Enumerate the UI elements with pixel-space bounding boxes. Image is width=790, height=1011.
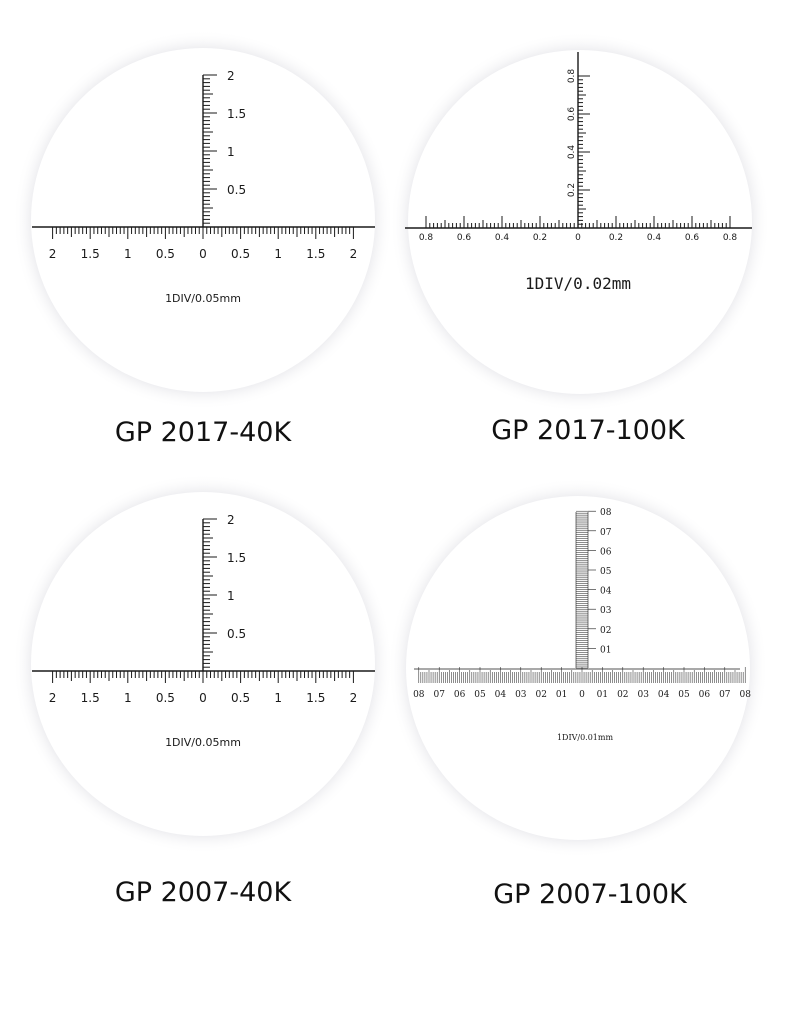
v-tick-label: 1.5 [227, 551, 246, 565]
h-tick-label: 02 [617, 690, 628, 700]
v-tick-label: 05 [600, 567, 612, 577]
h-tick-label: 07 [433, 690, 445, 700]
h-tick-label: 0.4 [647, 233, 662, 243]
h-tick-label: 01 [597, 690, 608, 700]
lens-circle [408, 50, 752, 394]
h-tick-label: 1 [124, 247, 132, 261]
v-tick-label: 07 [600, 528, 612, 538]
model-title-gp2017-40k: GP 2017-40K [114, 417, 292, 448]
v-tick-label: 02 [600, 626, 611, 636]
h-tick-label: 0.6 [685, 233, 700, 243]
h-tick-label: 02 [535, 690, 546, 700]
h-tick-label: 2 [49, 691, 57, 705]
h-tick-label: 0 [575, 233, 581, 243]
h-tick-label: 0 [199, 691, 207, 705]
model-title-gp2007-100k: GP 2007-100K [493, 879, 687, 910]
h-tick-label: 08 [413, 690, 425, 700]
h-tick-label: 07 [719, 690, 731, 700]
v-tick-label: 0.8 [567, 69, 577, 84]
h-tick-label: 2 [350, 247, 358, 261]
reticle-1: 0.8 0.6 0.4 0.2 0 0.2 0.4 0.6 0.8 0.2 0.4 0.6 0.8 1DI… [405, 52, 752, 293]
h-tick-label: 2 [49, 247, 57, 261]
scale-caption: 1DIV/0.05mm [165, 292, 241, 305]
model-title-gp2017-100k: GP 2017-100K [491, 415, 685, 446]
v-tick-label: 2 [227, 513, 235, 527]
h-tick-label: 0.2 [609, 233, 623, 243]
h-tick-label: 1.5 [81, 247, 100, 261]
v-tick-label: 0.5 [227, 183, 246, 197]
h-tick-label: 0.8 [723, 233, 738, 243]
h-tick-label: 04 [495, 690, 507, 700]
h-tick-label: 1.5 [81, 691, 100, 705]
h-tick-label: 0.5 [231, 691, 250, 705]
h-tick-label: 0.6 [457, 233, 472, 243]
h-tick-label: 1 [274, 247, 282, 261]
h-tick-label: 03 [637, 690, 649, 700]
v-tick-label: 0.2 [567, 183, 577, 197]
v-tick-label: 04 [600, 587, 612, 597]
h-tick-label: 06 [454, 690, 466, 700]
h-tick-label: 0.5 [156, 247, 175, 261]
v-tick-label: 0.5 [227, 627, 246, 641]
v-tick-label: 03 [600, 606, 612, 616]
h-tick-label: 03 [515, 690, 527, 700]
reticle-3: 08 07 06 05 04 03 02 01 0 01 02 03 04 05 06 07 08 01 02 03 0… [413, 508, 751, 742]
model-title-gp2007-40k: GP 2007-40K [114, 877, 292, 908]
scale-caption: 1DIV/0.05mm [165, 736, 241, 749]
v-tick-label: 0.6 [567, 107, 577, 122]
scale-caption: 1DIV/0.01mm [557, 733, 614, 742]
h-tick-label: 0.2 [533, 233, 547, 243]
h-tick-label: 04 [658, 690, 670, 700]
h-tick-label: 0.5 [156, 691, 175, 705]
h-tick-label: 0 [199, 247, 207, 261]
h-tick-label: 05 [474, 690, 486, 700]
h-tick-label: 0 [579, 690, 585, 700]
reticle-0: 2 1.5 1 0.5 0 0.5 1 1.5 2 0.5 1 1.5 2 1DIV/0.05mm [32, 69, 375, 305]
h-tick-label: 1.5 [306, 691, 325, 705]
v-tick-label: 0.4 [567, 145, 577, 160]
h-tick-label: 1 [124, 691, 132, 705]
scale-caption: 1DIV/0.02mm [525, 274, 631, 293]
v-tick-label: 1.5 [227, 107, 246, 121]
v-tick-label: 1 [227, 145, 235, 159]
h-tick-label: 0.4 [495, 233, 510, 243]
h-tick-label: 2 [350, 691, 358, 705]
h-tick-label: 1.5 [306, 247, 325, 261]
v-tick-label: 08 [600, 508, 612, 518]
h-tick-label: 0.8 [419, 233, 434, 243]
h-tick-label: 06 [699, 690, 711, 700]
h-tick-label: 01 [556, 690, 567, 700]
h-tick-label: 0.5 [231, 247, 250, 261]
h-tick-label: 08 [739, 690, 751, 700]
v-tick-label: 01 [600, 645, 611, 655]
reticle-2: 2 1.5 1 0.5 0 0.5 1 1.5 2 0.5 1 1.5 2 1DIV/0.05mm [32, 513, 375, 749]
v-tick-label: 2 [227, 69, 235, 83]
h-tick-label: 1 [274, 691, 282, 705]
v-tick-label: 06 [600, 547, 612, 557]
h-tick-label: 05 [678, 690, 690, 700]
v-tick-label: 1 [227, 589, 235, 603]
